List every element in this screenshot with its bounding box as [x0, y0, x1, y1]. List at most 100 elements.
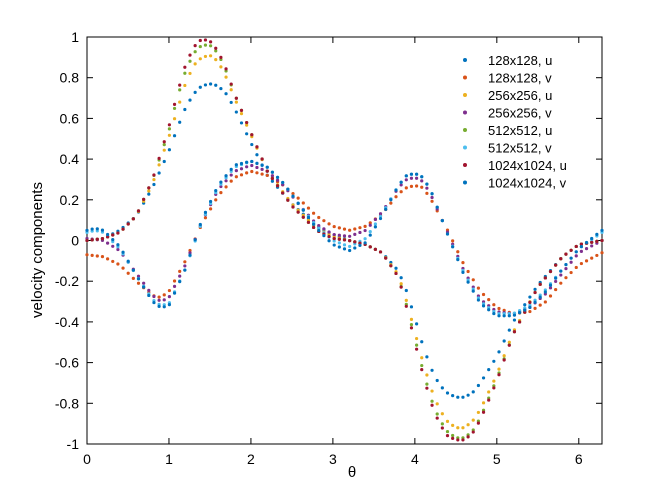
data-point [481, 401, 486, 405]
data-point [95, 227, 99, 231]
data-point [394, 271, 398, 276]
legend-label: 256x256, v [488, 106, 552, 121]
data-point [116, 243, 120, 247]
data-point [312, 225, 316, 230]
data-point [193, 238, 197, 242]
data-point [574, 265, 578, 270]
data-point [518, 311, 522, 315]
data-point [337, 241, 341, 245]
data-point [435, 412, 439, 416]
data-point [348, 244, 352, 249]
data-point [224, 75, 228, 79]
data-point [409, 176, 414, 180]
series-7 [85, 159, 604, 318]
data-point [131, 217, 135, 221]
data-point [265, 165, 269, 169]
data-point [188, 53, 192, 57]
data-point [147, 189, 151, 193]
legend-label: 256x256, u [488, 88, 552, 103]
data-point [188, 59, 192, 63]
data-point [172, 117, 177, 121]
data-point [394, 188, 398, 192]
data-point [430, 192, 434, 196]
data-point [600, 251, 604, 255]
data-point [100, 236, 105, 241]
data-point [342, 227, 347, 231]
data-point [209, 54, 213, 58]
data-point [116, 231, 120, 235]
y-tick-label: -1 [67, 436, 80, 452]
data-point [188, 98, 192, 102]
data-point [301, 208, 305, 212]
data-point [492, 386, 496, 390]
data-point [275, 175, 280, 179]
data-point [234, 110, 238, 114]
data-point [229, 100, 233, 105]
data-point [239, 167, 244, 171]
data-point [559, 273, 563, 277]
data-point [342, 238, 347, 242]
data-point [399, 180, 403, 184]
series-6 [85, 38, 604, 442]
data-point [533, 300, 537, 304]
data-point [466, 393, 470, 397]
data-point [90, 227, 94, 231]
data-point [245, 160, 249, 164]
data-point [322, 227, 326, 231]
data-point [430, 403, 434, 407]
data-point [445, 429, 450, 434]
data-point [224, 92, 228, 96]
data-point [456, 250, 460, 254]
data-point [260, 172, 264, 176]
data-point [590, 240, 594, 244]
data-point [430, 195, 434, 200]
data-point [461, 395, 465, 399]
data-point [404, 304, 408, 308]
data-point [224, 174, 228, 178]
data-point [178, 269, 182, 273]
data-point [430, 389, 434, 393]
data-point [193, 62, 197, 66]
data-point [152, 300, 156, 305]
data-point [569, 256, 573, 260]
data-point [198, 44, 202, 49]
data-point [348, 248, 352, 253]
data-points [85, 38, 604, 442]
y-tick-label: -0.2 [55, 273, 79, 289]
data-point [136, 209, 141, 213]
data-point [548, 269, 553, 274]
data-point [533, 290, 537, 295]
data-point [142, 197, 146, 201]
data-point [291, 205, 295, 209]
data-point [90, 238, 94, 242]
data-point [348, 238, 352, 243]
data-point [152, 173, 156, 177]
legend-marker [463, 180, 467, 185]
data-point [275, 178, 280, 182]
data-point [239, 173, 244, 177]
data-point [172, 134, 177, 138]
data-point [265, 173, 269, 177]
data-point [507, 314, 511, 318]
data-point [358, 230, 362, 235]
data-point [142, 285, 146, 289]
data-point [167, 295, 171, 299]
data-point [538, 295, 542, 299]
data-point [152, 177, 156, 182]
data-point [584, 247, 589, 251]
y-tick-label: 1 [71, 29, 79, 45]
data-point [162, 143, 166, 147]
data-point [507, 328, 511, 332]
data-point [85, 228, 89, 232]
data-point [574, 250, 578, 254]
data-point [538, 303, 542, 307]
data-point [203, 38, 208, 42]
data-point [203, 43, 208, 47]
data-point [554, 263, 558, 267]
data-point [595, 253, 599, 258]
data-point [415, 336, 419, 341]
data-point [142, 281, 146, 285]
data-point [363, 237, 367, 241]
data-point [600, 238, 604, 243]
data-point [373, 217, 377, 222]
